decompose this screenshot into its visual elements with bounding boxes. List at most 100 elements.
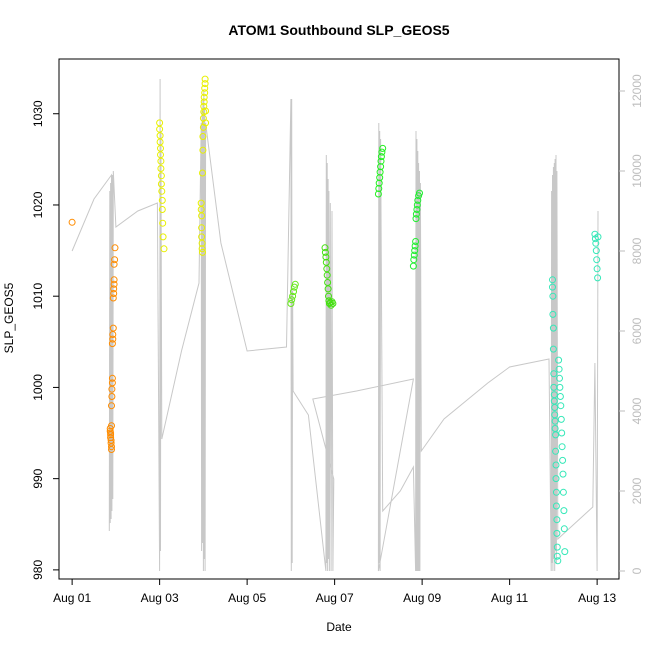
data-point: [378, 148, 386, 156]
data-point: [199, 146, 207, 154]
data-point: [592, 247, 600, 255]
data-point: [375, 185, 383, 192]
data-point: [413, 201, 421, 209]
data-point: [593, 265, 601, 273]
data-point: [377, 153, 385, 161]
data-point: [553, 543, 561, 551]
y-tick-label: 1000: [31, 374, 45, 401]
data-point: [410, 251, 418, 259]
data-point: [287, 300, 295, 307]
y2-tick-label: 0: [630, 567, 644, 574]
data-point: [160, 245, 168, 253]
data-point: [288, 296, 296, 304]
x-tick-label: Aug 13: [578, 591, 616, 605]
data-point: [110, 276, 118, 284]
data-point: [108, 443, 115, 451]
y2-tick-label: 4000: [630, 397, 644, 424]
data-point: [549, 324, 557, 332]
data-point: [552, 431, 560, 439]
data-point: [108, 393, 116, 400]
data-point: [108, 402, 115, 410]
data-point: [290, 283, 298, 291]
data-point: [110, 290, 118, 297]
data-point: [108, 340, 116, 348]
data-point: [111, 256, 119, 264]
x-axis-label: Date: [326, 620, 352, 634]
data-point: [110, 285, 118, 293]
data-point: [560, 507, 568, 515]
series-0: [68, 218, 119, 453]
altitude-trace-line: [71, 78, 599, 572]
y-tick-label: 1030: [31, 100, 45, 127]
data-point: [416, 189, 423, 197]
data-point: [199, 169, 206, 177]
x-tick-label: Aug 03: [141, 591, 179, 605]
series-3: [321, 244, 337, 309]
data-point: [411, 242, 419, 250]
data-point: [559, 456, 567, 464]
data-point: [412, 238, 420, 245]
y2-tick-label: 6000: [630, 317, 644, 344]
data-point: [559, 488, 567, 496]
data-point: [198, 212, 206, 220]
data-point: [551, 404, 559, 411]
data-point: [289, 292, 297, 300]
data-point: [558, 443, 566, 451]
y2-tick-label: 12000: [630, 74, 644, 108]
data-point: [201, 84, 209, 92]
data-point: [157, 165, 165, 172]
data-point: [594, 274, 602, 282]
x-axis: Aug 01 Aug 03 Aug 05 Aug 07 Aug 09 Aug 11 Aug …: [53, 579, 616, 605]
data-point: [377, 163, 385, 171]
data-point: [551, 417, 559, 425]
data-point: [557, 402, 565, 410]
data-point: [321, 248, 329, 256]
data-point: [201, 89, 209, 97]
data-point: [290, 288, 297, 296]
data-point: [549, 345, 557, 353]
x-tick-label: Aug 09: [403, 591, 441, 605]
data-point: [555, 365, 563, 373]
data-point: [556, 374, 563, 382]
data-point: [157, 180, 165, 188]
data-point: [107, 431, 115, 439]
x-tick-label: Aug 11: [491, 591, 528, 605]
data-point: [560, 525, 568, 533]
data-point: [201, 80, 209, 88]
data-point: [202, 119, 210, 127]
data-point: [553, 552, 561, 560]
x-tick-label: Aug 01: [53, 591, 91, 605]
data-point: [554, 557, 562, 565]
y2-tick-label: 10000: [630, 154, 644, 188]
data-point: [549, 292, 557, 300]
data-point: [556, 383, 564, 391]
y2-tick-label: 8000: [630, 237, 644, 264]
data-point: [157, 157, 165, 165]
data-point: [157, 172, 165, 180]
data-point: [201, 75, 209, 83]
data-point: [108, 379, 116, 387]
data-point: [200, 98, 208, 106]
data-point: [158, 187, 166, 195]
data-point: [552, 461, 560, 469]
data-point: [199, 248, 206, 256]
data-point: [200, 102, 208, 110]
data-point: [107, 429, 115, 437]
data-point: [325, 292, 332, 300]
data-point: [556, 393, 564, 400]
data-point: [324, 285, 332, 293]
x-tick-label: Aug 07: [316, 591, 354, 605]
data-point: [593, 256, 601, 264]
data-point: [109, 324, 117, 332]
data-point: [111, 244, 119, 252]
y-axis-label: SLP_GEOS5: [2, 282, 16, 353]
data-point: [412, 215, 420, 223]
data-point: [110, 280, 118, 288]
chart-title: ATOM1 Southbound SLP_GEOS5: [228, 22, 449, 38]
data-point: [198, 245, 206, 253]
data-point: [410, 256, 418, 264]
data-point: [557, 415, 565, 423]
data-point: [200, 93, 208, 101]
